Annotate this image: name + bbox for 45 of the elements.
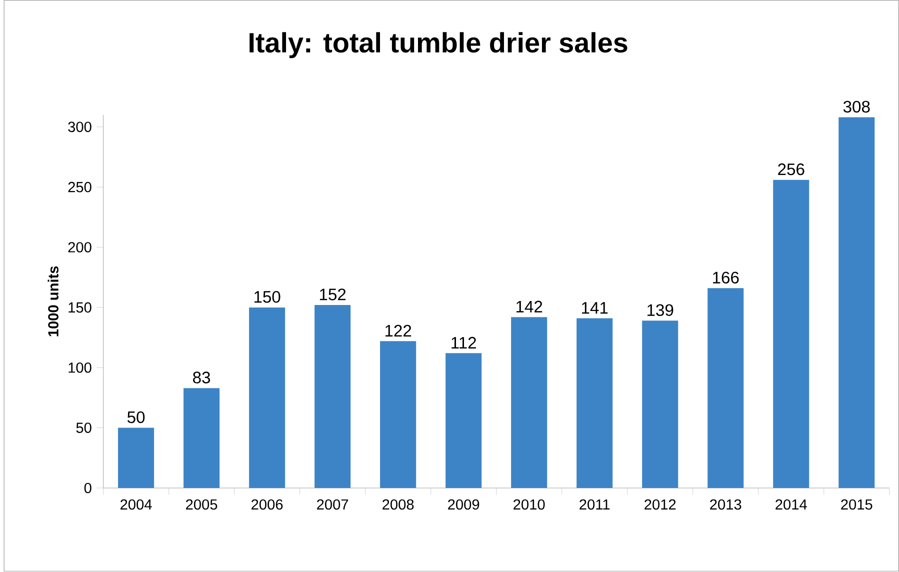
y-tick-label: 200 bbox=[68, 242, 92, 253]
bar bbox=[184, 388, 220, 488]
bar bbox=[118, 428, 154, 488]
x-tick-label: 2010 bbox=[514, 500, 545, 510]
x-tick-label: 2007 bbox=[317, 500, 348, 510]
bar bbox=[773, 180, 810, 488]
y-tick-label: 100 bbox=[68, 362, 92, 373]
y-axis-title: 1000 units bbox=[48, 266, 58, 336]
bar bbox=[380, 341, 416, 488]
bar bbox=[838, 117, 875, 488]
bar bbox=[446, 353, 482, 488]
data-label: 112 bbox=[452, 337, 476, 349]
x-tick-label: 2004 bbox=[120, 500, 152, 510]
x-tick-label: 2014 bbox=[776, 500, 807, 510]
x-tick-label: 2013 bbox=[710, 500, 742, 510]
y-tick-label: 50 bbox=[76, 422, 92, 434]
data-label: 122 bbox=[385, 325, 412, 337]
data-label: 150 bbox=[254, 291, 280, 303]
bar bbox=[576, 318, 613, 488]
data-label: 256 bbox=[778, 164, 804, 176]
x-tick-label: 2006 bbox=[252, 500, 283, 510]
data-label: 50 bbox=[127, 412, 145, 424]
bar bbox=[708, 288, 744, 488]
x-tick-label: 2009 bbox=[448, 500, 480, 510]
bar bbox=[314, 305, 351, 488]
data-label: 141 bbox=[582, 302, 608, 314]
y-tick-label: 150 bbox=[68, 302, 92, 313]
y-tick-label: 0 bbox=[84, 483, 92, 494]
x-tick-label: 2015 bbox=[841, 500, 872, 510]
bar bbox=[642, 320, 678, 488]
chart-title: Italy: total tumble drier sales bbox=[250, 32, 628, 58]
x-tick-label: 2012 bbox=[644, 500, 676, 510]
bar bbox=[249, 308, 286, 488]
bar bbox=[511, 317, 548, 488]
data-label: 142 bbox=[516, 300, 542, 313]
x-tick-label: 2005 bbox=[186, 500, 218, 510]
data-label: 139 bbox=[648, 304, 674, 316]
y-tick-label: 300 bbox=[68, 122, 92, 132]
data-label: 166 bbox=[713, 272, 739, 284]
data-label: 152 bbox=[320, 288, 346, 301]
data-label: 308 bbox=[843, 101, 870, 113]
y-tick-label: 250 bbox=[68, 182, 92, 192]
x-tick-label: 2008 bbox=[382, 500, 414, 510]
data-label: 83 bbox=[193, 372, 210, 384]
x-tick-label: 2011 bbox=[580, 500, 610, 510]
